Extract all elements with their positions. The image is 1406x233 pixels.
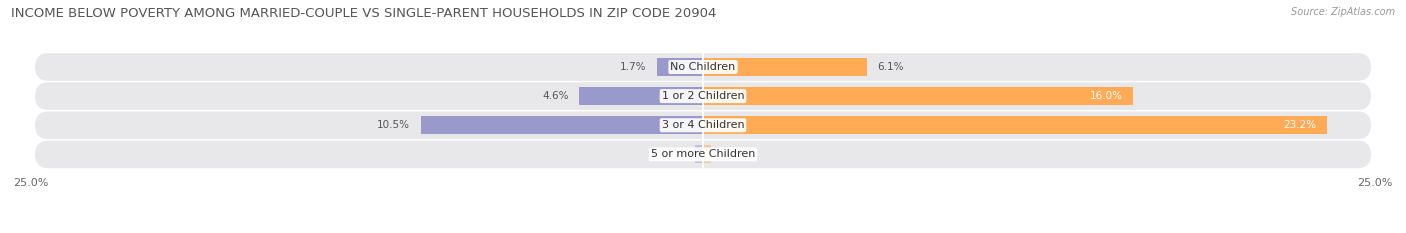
Bar <box>579 87 703 105</box>
Text: 1 or 2 Children: 1 or 2 Children <box>662 91 744 101</box>
FancyBboxPatch shape <box>35 111 1371 139</box>
Text: Source: ZipAtlas.com: Source: ZipAtlas.com <box>1291 7 1395 17</box>
Text: 10.5%: 10.5% <box>377 120 411 130</box>
Text: 0.0%: 0.0% <box>721 149 748 159</box>
Bar <box>703 87 1133 105</box>
Text: 3 or 4 Children: 3 or 4 Children <box>662 120 744 130</box>
FancyBboxPatch shape <box>35 53 1371 81</box>
Bar <box>703 58 868 76</box>
FancyBboxPatch shape <box>35 82 1371 110</box>
Text: No Children: No Children <box>671 62 735 72</box>
Text: 4.6%: 4.6% <box>543 91 568 101</box>
Bar <box>420 116 703 134</box>
Text: 6.1%: 6.1% <box>877 62 904 72</box>
Text: 1.7%: 1.7% <box>620 62 647 72</box>
Text: 23.2%: 23.2% <box>1282 120 1316 130</box>
FancyBboxPatch shape <box>35 140 1371 168</box>
Text: INCOME BELOW POVERTY AMONG MARRIED-COUPLE VS SINGLE-PARENT HOUSEHOLDS IN ZIP COD: INCOME BELOW POVERTY AMONG MARRIED-COUPL… <box>11 7 717 20</box>
Text: 16.0%: 16.0% <box>1090 91 1122 101</box>
Bar <box>703 116 1327 134</box>
Bar <box>695 145 703 163</box>
Bar <box>703 145 711 163</box>
Bar <box>657 58 703 76</box>
Text: 5 or more Children: 5 or more Children <box>651 149 755 159</box>
Text: 0.0%: 0.0% <box>658 149 685 159</box>
